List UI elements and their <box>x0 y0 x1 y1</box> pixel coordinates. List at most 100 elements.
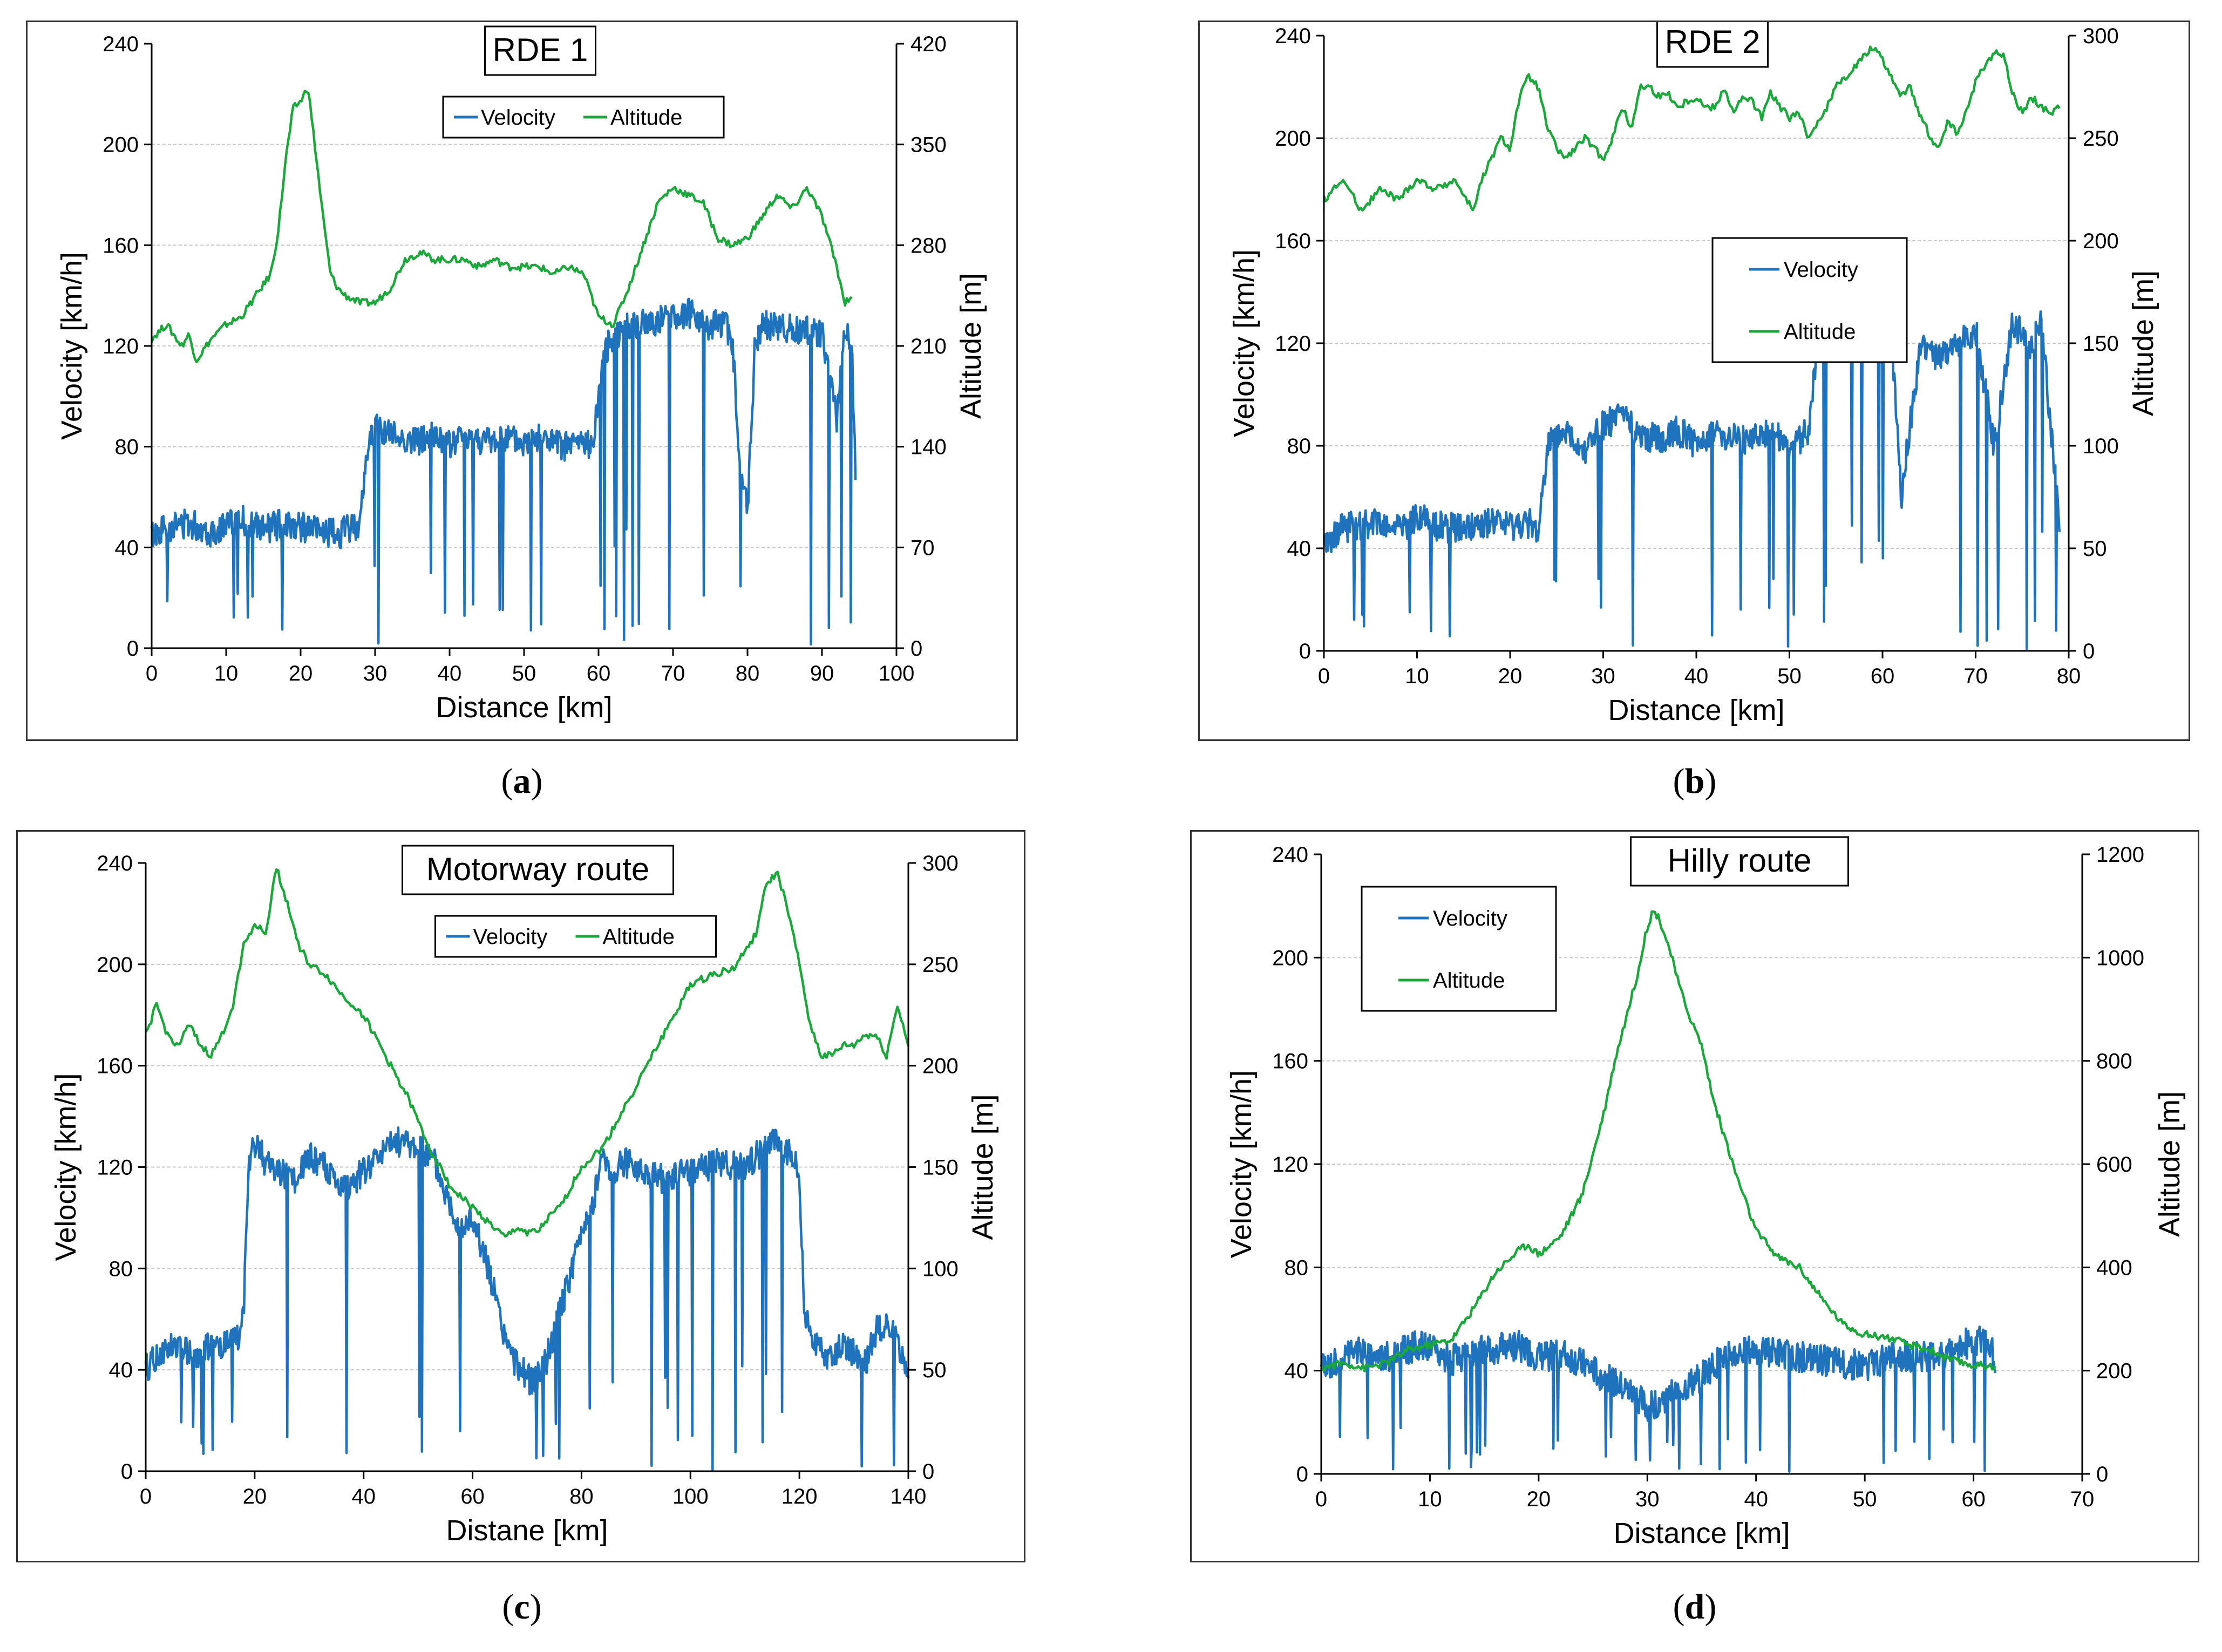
chart-d-y-tick-label: 40 <box>1285 1359 1309 1383</box>
chart-d-series-altitude-line <box>1320 910 1996 1372</box>
chart-a-x-tick-label: 80 <box>736 662 760 685</box>
chart-c-series-altitude-line <box>145 868 910 1238</box>
chart-a-y2-tick-label: 280 <box>910 234 947 257</box>
chart-b-title: RDE 2 <box>1665 24 1761 60</box>
chart-a-legend: Velocity Altitude <box>442 96 725 139</box>
chart-d-x-tick-label: 60 <box>1961 1487 1986 1511</box>
chart-c-y2-tick-label: 300 <box>922 852 959 875</box>
chart-a-title: RDE 1 <box>493 32 588 68</box>
chart-c-series <box>144 868 910 1472</box>
chart-a-x-tick-label: 10 <box>214 662 239 685</box>
chart-b-x-axis-label: Distance [km] <box>1608 694 1784 726</box>
chart-c-x-tick-label: 40 <box>351 1485 376 1508</box>
chart-b-y-tick-label: 40 <box>1287 537 1312 561</box>
chart-c-legend-label-altitude: Altitude <box>603 925 675 949</box>
chart-b-y2-tick-label: 250 <box>2083 127 2119 151</box>
chart-a-svg: 0 10 20 30 40 50 60 70 80 90 100040801201602002400… <box>56 25 987 724</box>
chart-b-y2-axis-label: Altitude [m] <box>2127 270 2159 416</box>
chart-b-y-tick-label: 80 <box>1287 434 1312 458</box>
chart-panel-d: 0 10 20 30 40 50 60 70 0 40 80 120 160 200 240 0 200 400 6… <box>1190 830 2199 1562</box>
chart-d-y-tick-label: 120 <box>1272 1153 1308 1177</box>
chart-d-y2-tick-label: 400 <box>2096 1256 2132 1280</box>
chart-c-y2-tick-label: 150 <box>922 1156 959 1180</box>
chart-d-x-tick-label: 0 <box>1315 1487 1327 1511</box>
chart-c-y-tick-label: 120 <box>97 1156 133 1180</box>
chart-b-y2-tick-label: 0 <box>2083 640 2095 663</box>
chart-d-legend-label-velocity: Velocity <box>1433 907 1507 930</box>
chart-d-x-tick-label: 40 <box>1744 1487 1768 1511</box>
chart-b-y-tick-label: 0 <box>1299 640 1311 663</box>
chart-c-series-velocity-line <box>144 1126 910 1472</box>
chart-c-y-tick-label: 240 <box>97 852 133 875</box>
chart-panel-a: 0 10 20 30 40 50 60 70 80 90 100 0 40 80 120 160 200 240 0… <box>26 21 1018 741</box>
chart-d-y-tick-label: 240 <box>1272 843 1308 867</box>
chart-b-y2-tick-label: 50 <box>2083 537 2107 561</box>
chart-c-y-tick-label: 0 <box>121 1460 133 1484</box>
chart-a-legend-label-altitude: Altitude <box>610 106 682 130</box>
chart-a-y2-tick-label: 70 <box>910 536 935 560</box>
chart-b-series-altitude-line <box>1322 45 2061 212</box>
chart-d-y2-tick-label: 0 <box>2096 1463 2108 1486</box>
chart-a-y-tick-label: 240 <box>103 32 139 56</box>
chart-d-x-tick-label: 20 <box>1527 1487 1551 1511</box>
caption-d-letter: d <box>1684 1587 1705 1627</box>
chart-b-x-tick-label: 0 <box>1318 664 1330 688</box>
chart-d-y-tick-label: 200 <box>1272 946 1308 970</box>
chart-c-y2-tick-label: 50 <box>922 1358 947 1382</box>
chart-a-series <box>150 90 857 646</box>
chart-d-x-tick-label: 50 <box>1853 1487 1877 1511</box>
chart-d-y2-axis-label: Altitude [m] <box>2153 1091 2186 1237</box>
chart-c-y2-tick-label: 0 <box>922 1460 934 1484</box>
chart-b-legend-box <box>1711 237 1908 363</box>
chart-b-svg: 0 10 20 30 40 50 60 70 8004080120160200240050100… <box>1228 22 2159 726</box>
chart-a-x-tick-label: 20 <box>289 662 313 685</box>
chart-c-y2-tick-label: 200 <box>922 1055 959 1078</box>
chart-c-y-axis-label: Velocity [km/h] <box>50 1073 82 1261</box>
chart-b-title-box <box>1656 22 1769 68</box>
chart-b-legend-label-altitude: Altitude <box>1784 320 1856 344</box>
chart-c-legend: Velocity Altitude <box>434 915 717 958</box>
chart-b-legend-label-velocity: Velocity <box>1784 258 1858 282</box>
chart-d-x-tick-label: 10 <box>1418 1487 1442 1511</box>
chart-c-y-tick-label: 40 <box>109 1358 133 1382</box>
chart-a-y-tick-label: 200 <box>103 133 139 157</box>
chart-d-legend-label-altitude: Altitude <box>1433 969 1505 992</box>
chart-b-x-tick-label: 50 <box>1777 664 1802 688</box>
chart-d-y-tick-label: 0 <box>1296 1463 1308 1486</box>
chart-c-x-axis-label: Distane [km] <box>446 1514 608 1547</box>
chart-a-y-tick-label: 120 <box>103 335 139 358</box>
chart-c-x-tick-label: 100 <box>672 1485 709 1508</box>
chart-a-x-tick-label: 100 <box>879 662 915 685</box>
chart-b-y2-tick-label: 300 <box>2083 24 2119 48</box>
chart-b-y2-tick-label: 150 <box>2083 332 2119 356</box>
chart-c-y-tick-label: 160 <box>97 1055 133 1078</box>
chart-a-x-axis-label: Distance [km] <box>436 691 612 724</box>
chart-a-x-tick-label: 40 <box>438 662 462 685</box>
chart-c-svg: 0 20 40 60 80 100 120 1400408012016020024005010… <box>50 845 999 1547</box>
chart-d-series-velocity-line <box>1320 1325 1997 1473</box>
chart-d-y-tick-label: 160 <box>1272 1050 1308 1073</box>
chart-d-y2-tick-label: 800 <box>2096 1050 2132 1073</box>
chart-panel-b: 0 10 20 30 40 50 60 70 80 0 40 80 120 160 200 240 0 50 100… <box>1198 21 2190 741</box>
chart-a-y-tick-label: 160 <box>103 234 139 257</box>
chart-a-x-tick-label: 0 <box>146 662 158 685</box>
chart-d-legend-box <box>1361 886 1557 1012</box>
chart-a-y2-tick-label: 210 <box>910 335 947 358</box>
chart-d-x-tick-label: 30 <box>1635 1487 1660 1511</box>
chart-d-x-tick-label: 70 <box>2070 1487 2095 1511</box>
chart-d-y2-tick-label: 600 <box>2096 1153 2132 1177</box>
chart-b-y2-tick-label: 100 <box>2083 434 2119 458</box>
chart-b-x-tick-label: 80 <box>2057 664 2081 688</box>
chart-c-x-tick-label: 120 <box>782 1485 818 1508</box>
chart-d-series <box>1320 910 1997 1473</box>
chart-b-x-tick-label: 60 <box>1871 664 1895 688</box>
chart-b-x-tick-label: 70 <box>1963 664 1988 688</box>
chart-a-series-altitude-line <box>150 90 853 364</box>
chart-a-y2-tick-label: 420 <box>910 32 947 56</box>
chart-b-y2-tick-label: 200 <box>2083 229 2119 253</box>
chart-b-x-tick-label: 10 <box>1405 664 1429 688</box>
chart-c-x-tick-label: 20 <box>243 1485 267 1508</box>
chart-b-y-axis-label: Velocity [km/h] <box>1228 249 1260 437</box>
chart-d-y-tick-label: 80 <box>1285 1256 1309 1280</box>
chart-d-y-axis-label: Velocity [km/h] <box>1225 1070 1258 1258</box>
